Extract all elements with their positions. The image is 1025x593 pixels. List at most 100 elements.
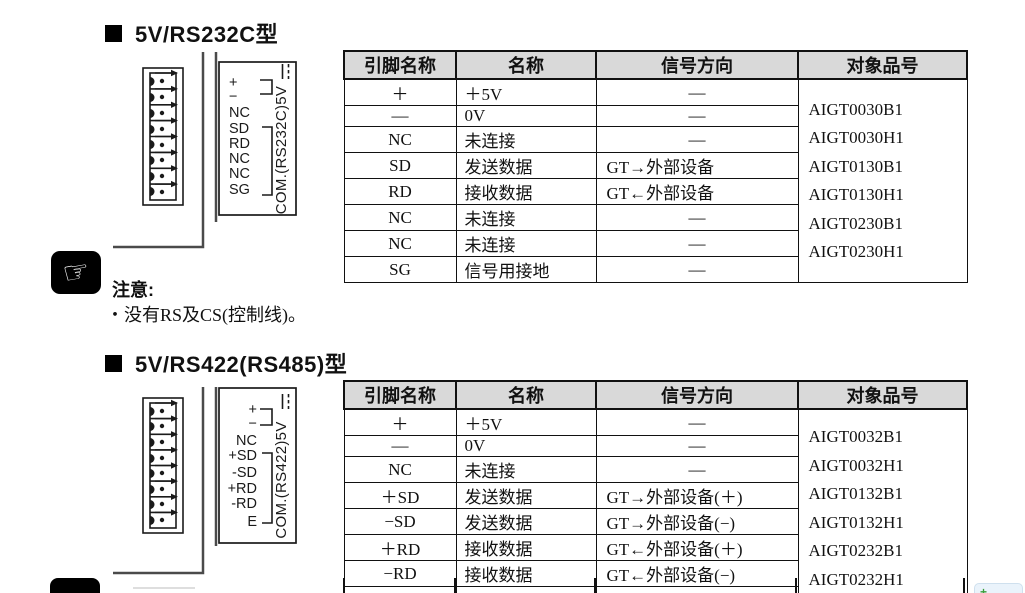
part-number: AIGT0232B1 xyxy=(808,541,903,560)
cell-pin xyxy=(343,586,457,593)
pin-labels: + − NC +SD -SD +RD -RD E xyxy=(228,402,258,530)
table-row: ＋SD 发送数据 GT→外部设备(＋) xyxy=(343,482,967,509)
section1-heading: 5V/RS232C型 xyxy=(105,17,278,49)
cell-dir: — xyxy=(595,230,799,257)
cell-name: 0V xyxy=(455,435,597,457)
section2-heading: 5V/RS422(RS485)型 xyxy=(105,347,347,379)
cell-name: 接收数据 xyxy=(455,534,597,561)
part-number: AIGT0030B1 xyxy=(808,99,903,119)
cell-dir: — xyxy=(595,408,799,436)
col-header-pin: 引脚名称 xyxy=(343,50,457,80)
cell-name: 未连接 xyxy=(455,204,597,231)
pin-label: -SD xyxy=(232,465,257,481)
cell-pin: NC xyxy=(343,126,457,153)
cell-name: 未连接 xyxy=(455,230,597,257)
cell-pin: NC xyxy=(343,230,457,257)
table-row: ＋RD 接收数据 GT←外部设备(＋) xyxy=(343,534,967,561)
com-port-label: COM.(RS422)5V xyxy=(273,421,290,538)
cell-dir: GT→外部设备(＋) xyxy=(595,482,799,509)
cell-pin: −SD xyxy=(343,508,457,535)
pin-label-box xyxy=(218,61,297,216)
cell-dir: — xyxy=(595,586,799,593)
black-square-icon xyxy=(105,24,122,42)
cell-name: 信号用接地 xyxy=(455,256,597,283)
cell-dir: — xyxy=(595,204,799,231)
table-row: ＋ ＋5V — AIGT0030B1 AIGT0030H1 AIGT0130B1… xyxy=(343,78,968,283)
cell-name: 未连接 xyxy=(455,126,597,153)
pin-label: +RD xyxy=(228,481,257,497)
table-cut-line xyxy=(963,578,965,593)
cell-dir: GT→外部设备 xyxy=(595,152,799,179)
col-header-name: 名称 xyxy=(455,50,597,80)
cell-name: 未连接 xyxy=(455,456,597,483)
zoom-overlay-button[interactable]: + xyxy=(974,583,1023,593)
cell-part-numbers: AIGT0030B1 AIGT0030H1 AIGT0130B1 AIGT013… xyxy=(797,78,968,283)
cell-pin: −RD xyxy=(343,560,457,587)
table-row: NC 未连接 — xyxy=(343,126,967,153)
pin-label: E xyxy=(247,514,257,530)
col-header-part: 对象品号 xyxy=(797,380,968,410)
part-number: AIGT0230B1 xyxy=(808,213,903,233)
cell-pin: — xyxy=(343,105,457,127)
part-number: AIGT0132B1 xyxy=(808,484,903,503)
cell-name: 发送数据 xyxy=(455,482,597,509)
rs422-pin-table: 引脚名称 名称 信号方向 对象品号 ＋ ＋5V — AIGT0032B1 AIG… xyxy=(343,380,968,593)
table-cut-line xyxy=(343,578,345,593)
signal-bracket xyxy=(262,126,273,196)
table-row: −SD 发送数据 GT→外部设备(−) xyxy=(343,508,967,535)
cell-pin: — xyxy=(343,435,457,457)
black-square-icon xyxy=(105,354,122,372)
cell-pin: NC xyxy=(343,204,457,231)
note-item: ・没有RS及CS(控制线)。 xyxy=(106,305,307,325)
pin-label: NC xyxy=(229,166,250,182)
table-row: — 0V — xyxy=(343,105,967,127)
pin-label: − xyxy=(249,416,257,432)
table-row: RD 接收数据 GT←外部设备 xyxy=(343,178,967,205)
divider-line xyxy=(133,587,195,589)
cell-pin: ＋ xyxy=(343,78,457,106)
note-hand-icon: ☞ xyxy=(51,251,101,294)
pin-label-box xyxy=(218,387,297,544)
com-port-label: COM.(RS232C)5V xyxy=(273,86,290,214)
cell-dir: — xyxy=(595,126,799,153)
cell-dir: — xyxy=(595,456,799,483)
table-row: NC 未连接 — xyxy=(343,456,967,483)
section2-title: 5V/RS422(RS485)型 xyxy=(135,352,348,377)
dc-symbol-icon xyxy=(281,394,290,409)
table-row: SD 发送数据 GT→外部设备 xyxy=(343,152,967,179)
cell-dir: — xyxy=(595,256,799,283)
pin-label: SD xyxy=(229,121,249,137)
col-header-part: 对象品号 xyxy=(797,50,968,80)
pin-label: NC xyxy=(236,433,257,449)
rs232c-connector-diagram: + − NC SD RD NC NC SG COM.(RS232C)5V xyxy=(113,52,297,249)
rs422-connector-diagram: + − NC +SD -SD +RD -RD E COM.(RS422)5V xyxy=(113,387,297,575)
cell-pin: SD xyxy=(343,152,457,179)
part-number: AIGT0032H1 xyxy=(808,455,904,475)
cell-dir: — xyxy=(595,105,799,127)
rs232c-pin-table: 引脚名称 名称 信号方向 对象品号 ＋ ＋5V — AIGT0030B1 AIG… xyxy=(343,50,968,283)
pin-label: + xyxy=(229,75,237,91)
cell-dir: GT←外部设备 xyxy=(595,178,799,205)
note-label: 注意: xyxy=(112,280,154,300)
terminal-dots-arrows xyxy=(150,69,178,196)
dc-symbol-icon xyxy=(281,64,290,79)
part-number: AIGT0232H1 xyxy=(808,569,904,589)
cell-dir: — xyxy=(595,435,799,457)
cell-name: 接收数据 xyxy=(455,560,597,587)
power-bracket xyxy=(260,408,273,426)
cell-dir: — xyxy=(595,78,799,106)
note-hand-icon-cutoff xyxy=(50,578,100,593)
cell-pin: NC xyxy=(343,456,457,483)
pin-label: NC xyxy=(229,151,250,167)
pin-label: − xyxy=(229,89,237,105)
cell-dir: GT→外部设备(−) xyxy=(595,508,799,535)
pin-label: -RD xyxy=(231,496,257,512)
pin-label: +SD xyxy=(228,448,257,464)
frame-line-left xyxy=(113,52,205,249)
section1-title: 5V/RS232C型 xyxy=(135,22,279,47)
col-header-pin: 引脚名称 xyxy=(343,380,457,410)
signal-bracket xyxy=(262,452,273,524)
part-number: AIGT0032B1 xyxy=(808,427,903,446)
table-row: ＋ ＋5V — AIGT0032B1 AIGT0032H1 AIGT0132B1… xyxy=(343,408,968,593)
